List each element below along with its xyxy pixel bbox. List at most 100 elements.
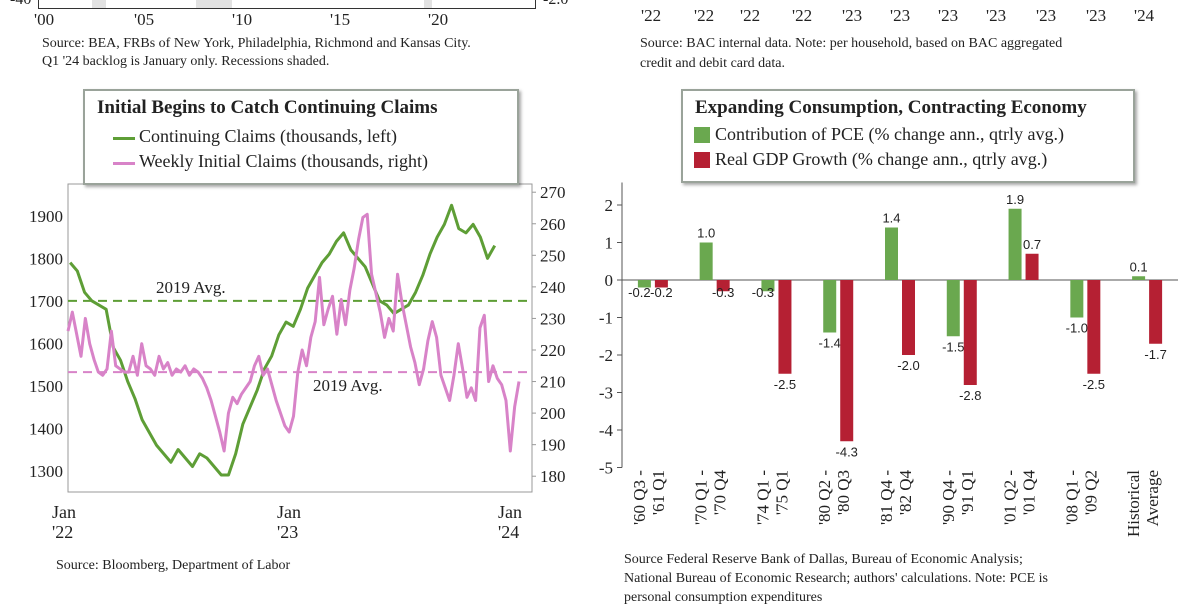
top-left-recession-shade xyxy=(196,0,232,8)
pce-category-label: '80 Q3 xyxy=(834,470,853,515)
top-right-source-line2: credit and debit card data. xyxy=(640,56,785,71)
claims-right-tick: 240 xyxy=(540,278,566,297)
pce-bar xyxy=(1132,276,1146,280)
claims-source: Source: Bloomberg, Department of Labor xyxy=(56,558,291,573)
gdp-bar-label: -1.7 xyxy=(1144,347,1166,362)
pce-category-label: '61 Q1 xyxy=(649,470,668,515)
top-right-source-line1: Source: BAC internal data. Note: per hou… xyxy=(640,36,1063,51)
claims-left-tick: 1500 xyxy=(29,377,63,396)
gdp-bar xyxy=(654,280,668,288)
gdp-bar-label: 0.7 xyxy=(1023,237,1041,252)
gdp-bar-label: -4.3 xyxy=(836,444,858,459)
claims-legend: Initial Begins to Catch Continuing Claim… xyxy=(83,89,519,185)
gdp-bar xyxy=(1087,280,1101,374)
gdp-bar xyxy=(778,280,792,374)
pce-category-label: '80 Q2 - xyxy=(815,470,834,525)
top-left-x-tick: '15 xyxy=(330,10,351,29)
claims-right-tick: 180 xyxy=(540,467,566,486)
pce-bar xyxy=(1008,208,1022,280)
top-left-x-tick: '10 xyxy=(232,10,253,29)
pce-y-tick: 2 xyxy=(605,196,614,215)
pce-y-tick: -3 xyxy=(599,384,613,403)
pce-y-tick: -1 xyxy=(599,309,613,328)
top-left-recession-shade xyxy=(424,0,432,8)
top-right-x-tick: '22 xyxy=(792,6,813,25)
pce-bar-label: -1.0 xyxy=(1066,321,1088,336)
claims-right-tick: 200 xyxy=(540,404,566,423)
claims-chart-title: Initial Begins to Catch Continuing Claim… xyxy=(97,97,438,118)
pce-category-label: '91 Q1 xyxy=(958,470,977,515)
top-right-x-tick: '22 xyxy=(694,6,715,25)
pce-category-label: '75 Q1 xyxy=(772,470,791,515)
pce-category-label: '70 Q1 - xyxy=(692,470,711,525)
pce-y-tick: -5 xyxy=(599,459,613,478)
gdp-bar xyxy=(1149,280,1163,344)
pce-bar xyxy=(1070,280,1084,318)
claims-right-tick: 190 xyxy=(540,436,566,455)
claims-left-tick: 1800 xyxy=(29,249,63,268)
pce-bar-label: 1.4 xyxy=(882,211,900,226)
top-right-x-tick: '23 xyxy=(986,6,1007,25)
gdp-bar xyxy=(963,280,977,385)
pce-bar xyxy=(761,280,775,292)
top-left-partial-y-tick: -40 xyxy=(10,0,31,9)
continuing-legend-swatch xyxy=(113,137,135,140)
claims-left-tick: 1900 xyxy=(29,207,63,226)
claims-x-label-year: '24 xyxy=(498,522,520,542)
pce-source-line2: National Bureau of Economic Research; au… xyxy=(624,571,1048,586)
gdp-bar xyxy=(840,280,854,442)
top-left-recession-shade xyxy=(92,0,106,8)
top-right-x-tick: '23 xyxy=(1086,6,1107,25)
top-right-x-tick: '23 xyxy=(890,6,911,25)
top-left-x-tick: '00 xyxy=(34,10,55,29)
pce-category-label: '08 Q1 - xyxy=(1062,470,1081,525)
pce-category-label: '70 Q4 xyxy=(711,470,730,516)
pce-y-tick: 1 xyxy=(605,234,614,253)
pce-category-label: '81 Q4 - xyxy=(877,470,896,525)
pce-bar-label: 1.0 xyxy=(697,226,715,241)
claims-left-tick: 1400 xyxy=(29,419,63,438)
pce-source-line3: personal consumption expenditures xyxy=(624,590,823,605)
pce-bar-label: -0.3 xyxy=(752,285,774,300)
pce-chart-title: Expanding Consumption, Contracting Econo… xyxy=(695,97,1087,118)
top-right-x-tick: '23 xyxy=(1036,6,1057,25)
claims-x-label-month: Jan xyxy=(277,502,301,522)
pce-bar-label: 1.9 xyxy=(1006,192,1024,207)
continuing-claims-line xyxy=(69,203,497,477)
claims-x-label-year: '22 xyxy=(52,522,74,542)
initial-claims-line xyxy=(66,212,521,453)
pce-category-label: '01 Q4 xyxy=(1020,470,1039,516)
claims-right-tick: 270 xyxy=(540,183,566,202)
initial-legend-swatch xyxy=(113,162,135,165)
gdp-bar-label: -0.2 xyxy=(650,285,672,300)
claims-right-tick: 220 xyxy=(540,341,566,360)
pce-y-tick: -2 xyxy=(599,346,613,365)
claims-right-tick: 260 xyxy=(540,215,566,234)
pce-bar-label: -1.5 xyxy=(942,339,964,354)
pce-category-label: '60 Q3 - xyxy=(630,470,649,525)
pce-bar-label: -0.2 xyxy=(628,285,650,300)
pce-category-label: Average xyxy=(1143,470,1162,526)
claims-x-label-year: '23 xyxy=(277,522,299,542)
pce-y-tick: 0 xyxy=(605,271,614,290)
top-right-x-tick: '22 xyxy=(740,6,761,25)
top-right-x-tick: '24 xyxy=(1134,6,1155,25)
claims-left-tick: 1700 xyxy=(29,292,63,311)
pce-legend-label: Contribution of PCE (% change ann., qtrl… xyxy=(715,124,1064,144)
top-left-x-tick: '20 xyxy=(428,10,449,29)
pce-bar-label: 0.1 xyxy=(1130,259,1148,274)
claims-chart: 1300 1400 1500 1600 1700 1800 1900 180 190 200 210… xyxy=(29,183,566,493)
claims-left-tick: 1600 xyxy=(29,334,63,353)
top-left-source-line2: Q1 '24 backlog is January only. Recessio… xyxy=(42,54,330,69)
initial-legend-label: Weekly Initial Claims (thousands, right) xyxy=(139,151,429,171)
pce-legend-swatch xyxy=(694,127,710,143)
pce-category-label: '09 Q2 xyxy=(1081,470,1100,515)
pce-source-line1: Source Federal Reserve Bank of Dallas, B… xyxy=(624,552,1023,567)
top-left-partial-right-tick: -2.0 xyxy=(543,0,568,9)
gdp-bar-label: -2.0 xyxy=(897,358,919,373)
claims-right-tick: 230 xyxy=(540,309,566,328)
top-right-x-tick: '23 xyxy=(938,6,959,25)
gdp-bar xyxy=(902,280,915,355)
pce-category-label: '90 Q4 - xyxy=(939,470,958,525)
